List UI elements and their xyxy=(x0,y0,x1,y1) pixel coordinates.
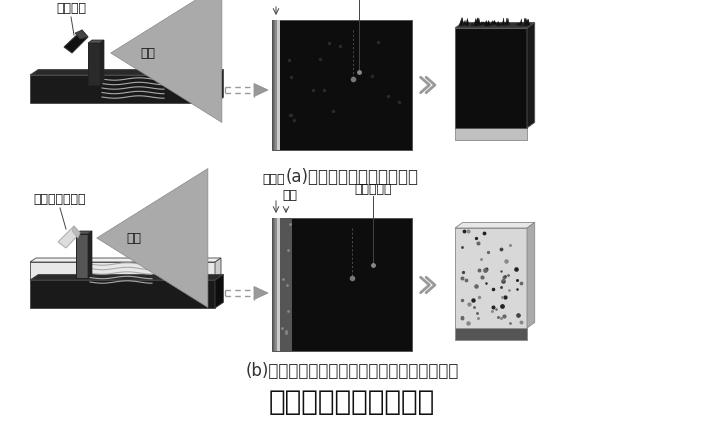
Text: (b)通过流延成型制备正极支撑的固体电解质膜: (b)通过流延成型制备正极支撑的固体电解质膜 xyxy=(245,362,459,380)
Polygon shape xyxy=(479,22,484,26)
Polygon shape xyxy=(30,258,221,262)
Polygon shape xyxy=(503,18,505,26)
Polygon shape xyxy=(516,23,521,26)
Bar xyxy=(455,328,527,340)
Polygon shape xyxy=(486,20,491,26)
Polygon shape xyxy=(474,19,478,26)
Text: 固定电解质溶液: 固定电解质溶液 xyxy=(34,193,86,206)
Bar xyxy=(455,128,527,140)
Polygon shape xyxy=(75,30,88,39)
Bar xyxy=(272,218,280,351)
Polygon shape xyxy=(88,40,104,43)
Polygon shape xyxy=(475,18,480,25)
Polygon shape xyxy=(471,23,474,26)
Bar xyxy=(280,218,292,351)
Polygon shape xyxy=(491,21,494,25)
Polygon shape xyxy=(499,23,503,26)
Polygon shape xyxy=(76,231,92,234)
Polygon shape xyxy=(254,287,268,299)
Polygon shape xyxy=(88,231,92,278)
Bar xyxy=(272,218,274,351)
Polygon shape xyxy=(88,43,100,85)
Polygon shape xyxy=(518,23,522,25)
Bar xyxy=(274,20,276,150)
Bar xyxy=(272,218,412,351)
Polygon shape xyxy=(524,20,527,26)
Polygon shape xyxy=(505,18,508,26)
Polygon shape xyxy=(520,19,522,26)
Polygon shape xyxy=(479,22,484,25)
Bar xyxy=(272,20,412,150)
Polygon shape xyxy=(496,21,501,26)
Polygon shape xyxy=(524,19,527,26)
Polygon shape xyxy=(492,20,497,25)
Polygon shape xyxy=(525,18,527,25)
Polygon shape xyxy=(508,23,510,25)
Polygon shape xyxy=(30,75,215,103)
Polygon shape xyxy=(527,23,534,128)
Polygon shape xyxy=(506,18,510,25)
Polygon shape xyxy=(465,18,469,26)
Text: 集流体: 集流体 xyxy=(263,173,286,186)
Polygon shape xyxy=(484,20,489,26)
Polygon shape xyxy=(58,226,80,248)
Text: 正极支撑成膜工艺示意: 正极支撑成膜工艺示意 xyxy=(269,388,435,416)
Text: 固定电解质: 固定电解质 xyxy=(354,183,391,196)
Text: (a)通过流延法制备正极极片: (a)通过流延法制备正极极片 xyxy=(286,168,419,186)
Bar xyxy=(275,218,277,351)
Polygon shape xyxy=(455,28,527,128)
Text: 溶剂: 溶剂 xyxy=(126,232,141,245)
Polygon shape xyxy=(30,274,223,280)
Bar xyxy=(274,218,276,351)
Polygon shape xyxy=(527,19,529,25)
Polygon shape xyxy=(459,20,464,25)
Polygon shape xyxy=(463,20,467,26)
Polygon shape xyxy=(461,18,464,26)
Polygon shape xyxy=(215,70,223,103)
Polygon shape xyxy=(527,222,534,328)
Polygon shape xyxy=(526,20,529,26)
Polygon shape xyxy=(455,23,534,28)
Text: 正极: 正极 xyxy=(283,189,298,202)
Polygon shape xyxy=(72,226,80,238)
Polygon shape xyxy=(477,18,481,26)
Bar xyxy=(275,20,277,150)
Bar xyxy=(272,20,280,150)
Polygon shape xyxy=(100,40,104,85)
Text: 正极浆料: 正极浆料 xyxy=(56,2,86,15)
Polygon shape xyxy=(527,19,529,26)
Bar xyxy=(272,20,274,150)
Bar xyxy=(273,20,275,150)
Polygon shape xyxy=(30,280,215,308)
Polygon shape xyxy=(460,18,462,25)
Polygon shape xyxy=(524,18,526,26)
Polygon shape xyxy=(476,19,480,25)
Bar xyxy=(273,218,275,351)
Polygon shape xyxy=(215,274,223,308)
Polygon shape xyxy=(64,30,88,53)
Polygon shape xyxy=(504,22,507,26)
Polygon shape xyxy=(76,234,88,278)
Polygon shape xyxy=(455,228,527,328)
Polygon shape xyxy=(254,83,268,97)
Polygon shape xyxy=(30,262,215,280)
Text: 溶剂: 溶剂 xyxy=(140,47,155,59)
Polygon shape xyxy=(525,19,529,26)
Polygon shape xyxy=(215,258,221,280)
Polygon shape xyxy=(30,70,223,75)
Polygon shape xyxy=(482,22,486,25)
Polygon shape xyxy=(455,222,534,228)
